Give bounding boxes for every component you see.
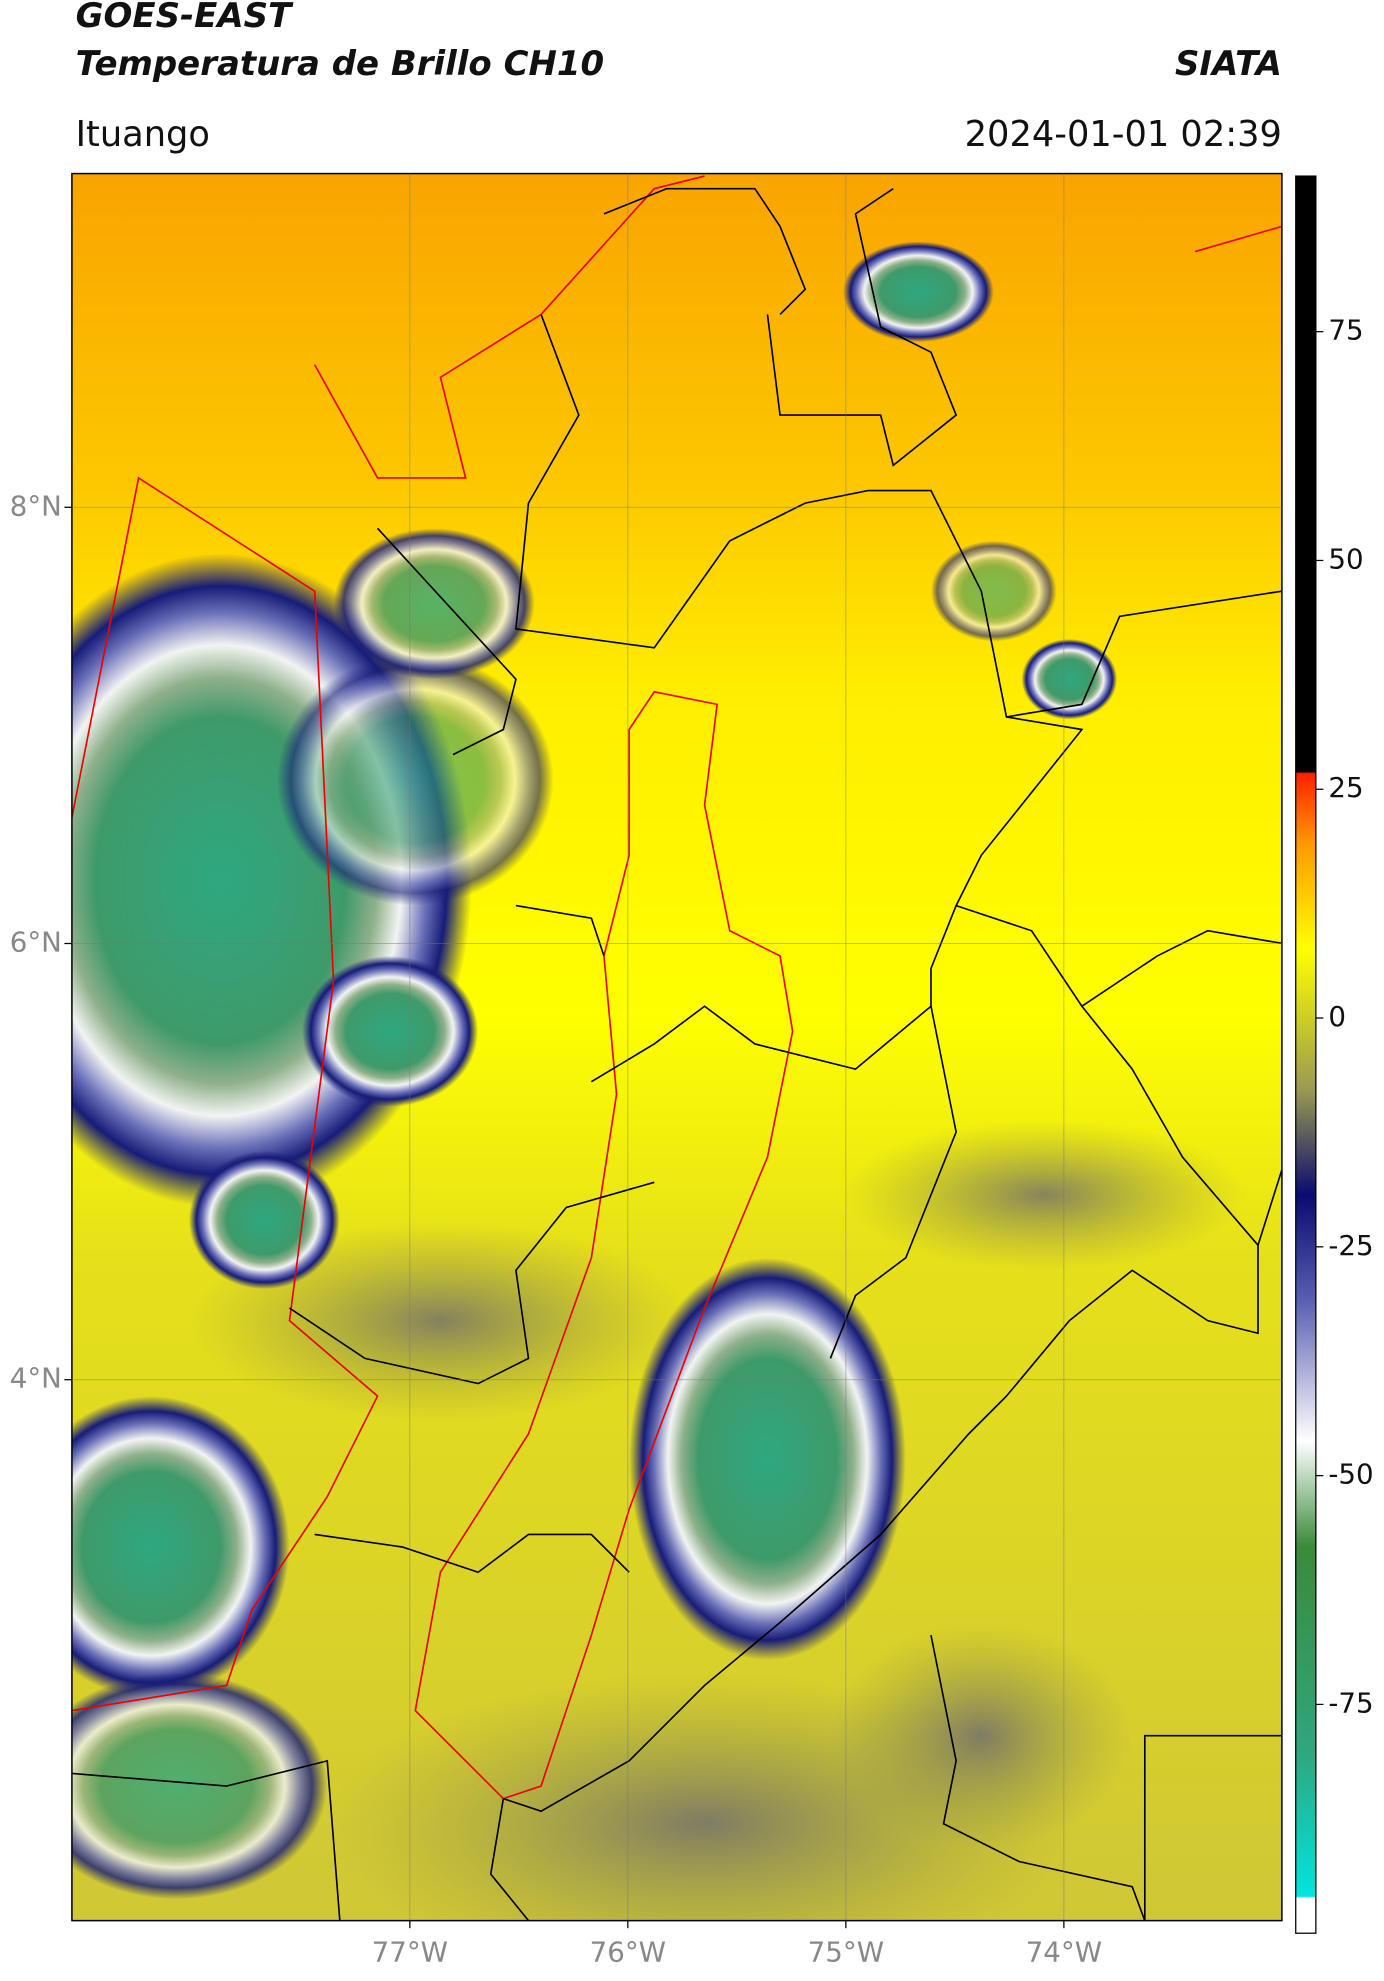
map-image [71,173,1282,1921]
y-tick-label: 8°N [10,489,62,522]
title: GOES-EAST [76,0,294,36]
colorbar [1295,175,1317,1934]
colorbar-tick-label: -75 [1328,1686,1373,1719]
x-tick-label: 75°W [808,1935,884,1968]
colorbar-tick-label: 0 [1328,1000,1346,1033]
colorbar-tick-label: 50 [1328,542,1363,575]
location: Ituango [76,114,210,155]
brand: SIATA [1175,44,1282,84]
subtitle: Temperatura de Brillo CH10 [76,44,604,84]
map-frame [71,172,1283,1922]
colorbar-tick-label: 75 [1328,314,1363,347]
datetime: 2024-01-01 02:39 [965,114,1282,155]
x-tick-label: 74°W [1026,1935,1102,1968]
x-tick-label: 76°W [590,1935,666,1968]
x-tick-label: 77°W [372,1935,448,1968]
colorbar-tick-label: -25 [1328,1229,1373,1262]
y-tick-label: 6°N [10,925,62,958]
colorbar-tick-label: -50 [1328,1458,1373,1491]
colorbar-tick-label: 25 [1328,771,1363,804]
y-tick-label: 4°N [10,1362,62,1395]
